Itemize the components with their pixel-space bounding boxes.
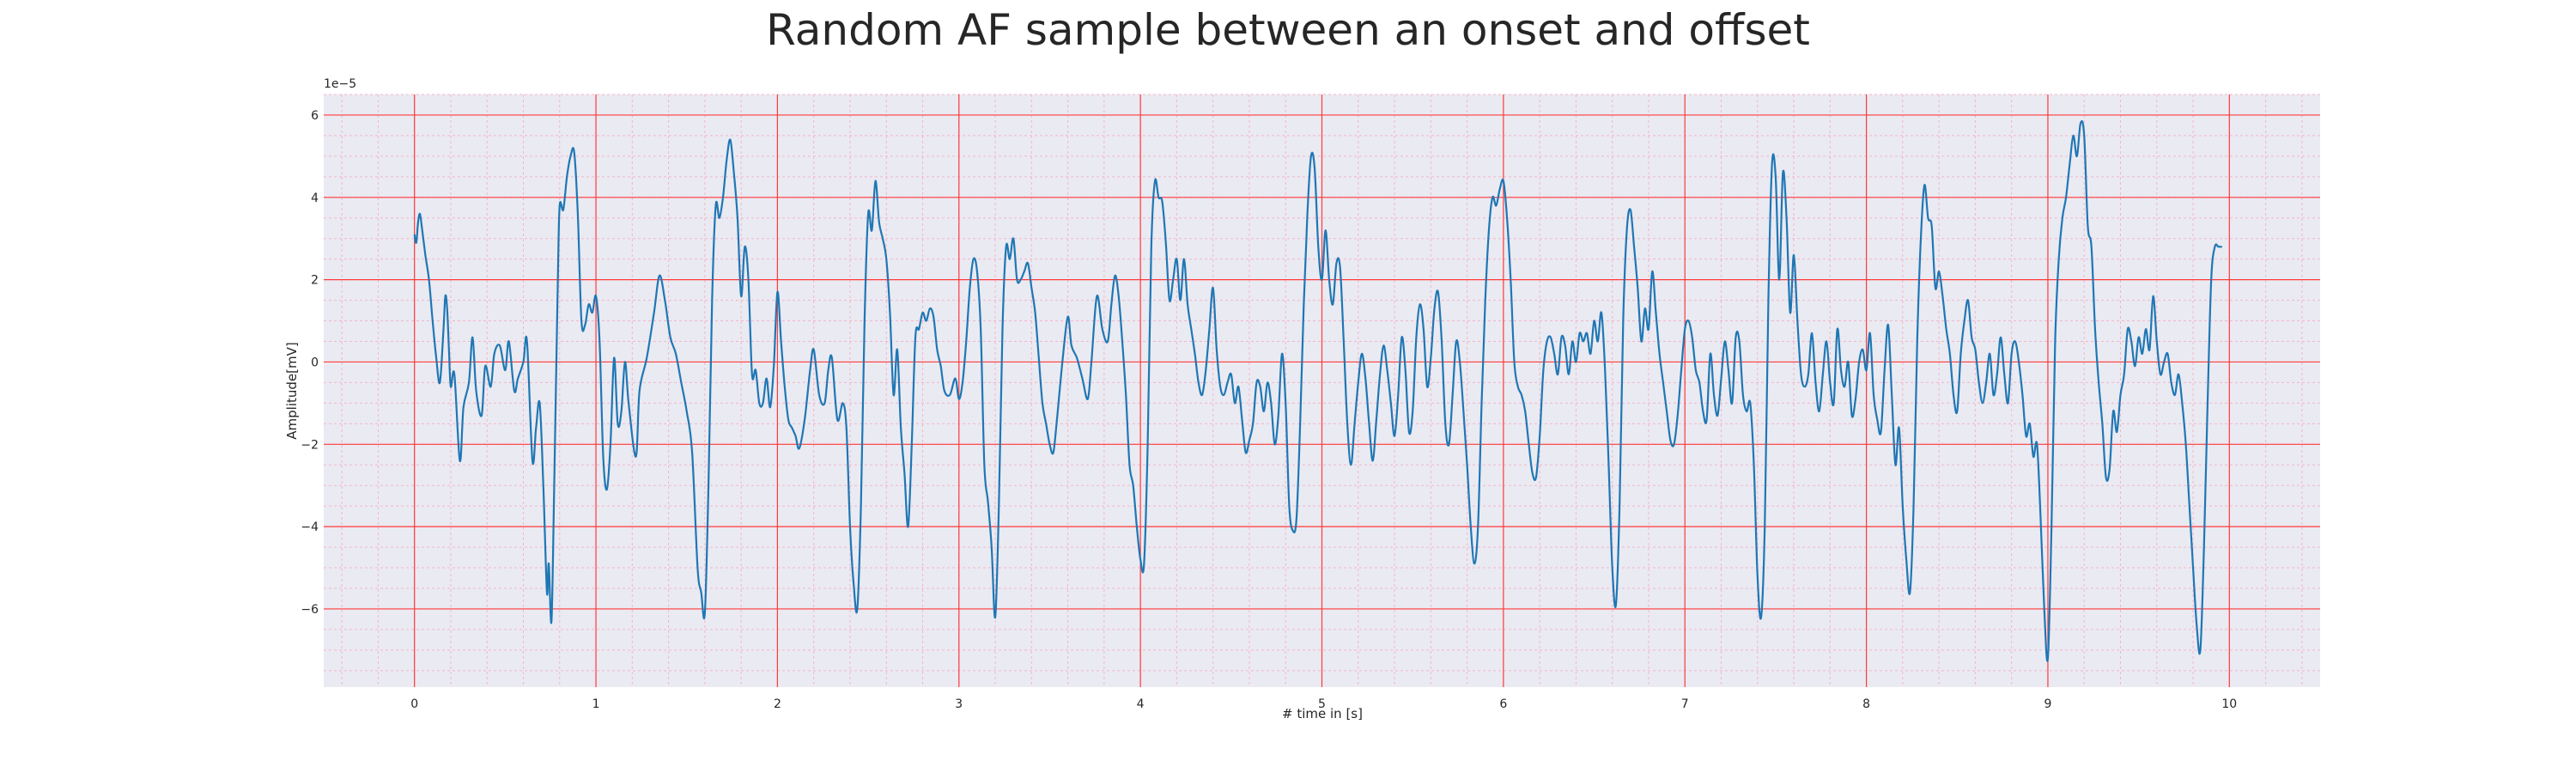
- y-tick-label: −6: [301, 603, 319, 617]
- y-offset-label: 1e−5: [324, 77, 356, 91]
- major-grid: [324, 94, 2320, 687]
- x-tick-label: 4: [1137, 697, 1145, 711]
- y-tick-labels: −6 −4 −2 0 2 4 6: [301, 109, 319, 617]
- y-axis-label: Amplitude[mV]: [284, 342, 300, 439]
- y-tick-label: 0: [311, 356, 319, 369]
- x-tick-label: 7: [1681, 697, 1689, 711]
- x-tick-labels: 0 1 2 3 4 5 6 7 8 9 10: [410, 697, 2237, 711]
- chart-title: Random AF sample between an onset and of…: [766, 5, 1810, 55]
- x-tick-label: 2: [774, 697, 781, 711]
- y-tick-label: 2: [311, 274, 319, 288]
- x-tick-label: 8: [1862, 697, 1870, 711]
- x-tick-label: 1: [592, 697, 600, 711]
- y-tick-label: −4: [301, 520, 319, 534]
- series-layer: [413, 119, 2222, 662]
- x-tick-label: 6: [1499, 697, 1507, 711]
- y-tick-label: −2: [301, 438, 319, 452]
- x-tick-label: 5: [1318, 697, 1326, 711]
- signal-series-line: [413, 119, 2222, 662]
- x-tick-label: 3: [955, 697, 963, 711]
- x-axis-label: # time in [s]: [1282, 706, 1363, 721]
- y-tick-label: 4: [311, 192, 319, 205]
- y-tick-label: 6: [311, 109, 319, 123]
- x-tick-label: 0: [410, 697, 418, 711]
- x-tick-label: 9: [2044, 697, 2051, 711]
- x-tick-label: 10: [2221, 697, 2237, 711]
